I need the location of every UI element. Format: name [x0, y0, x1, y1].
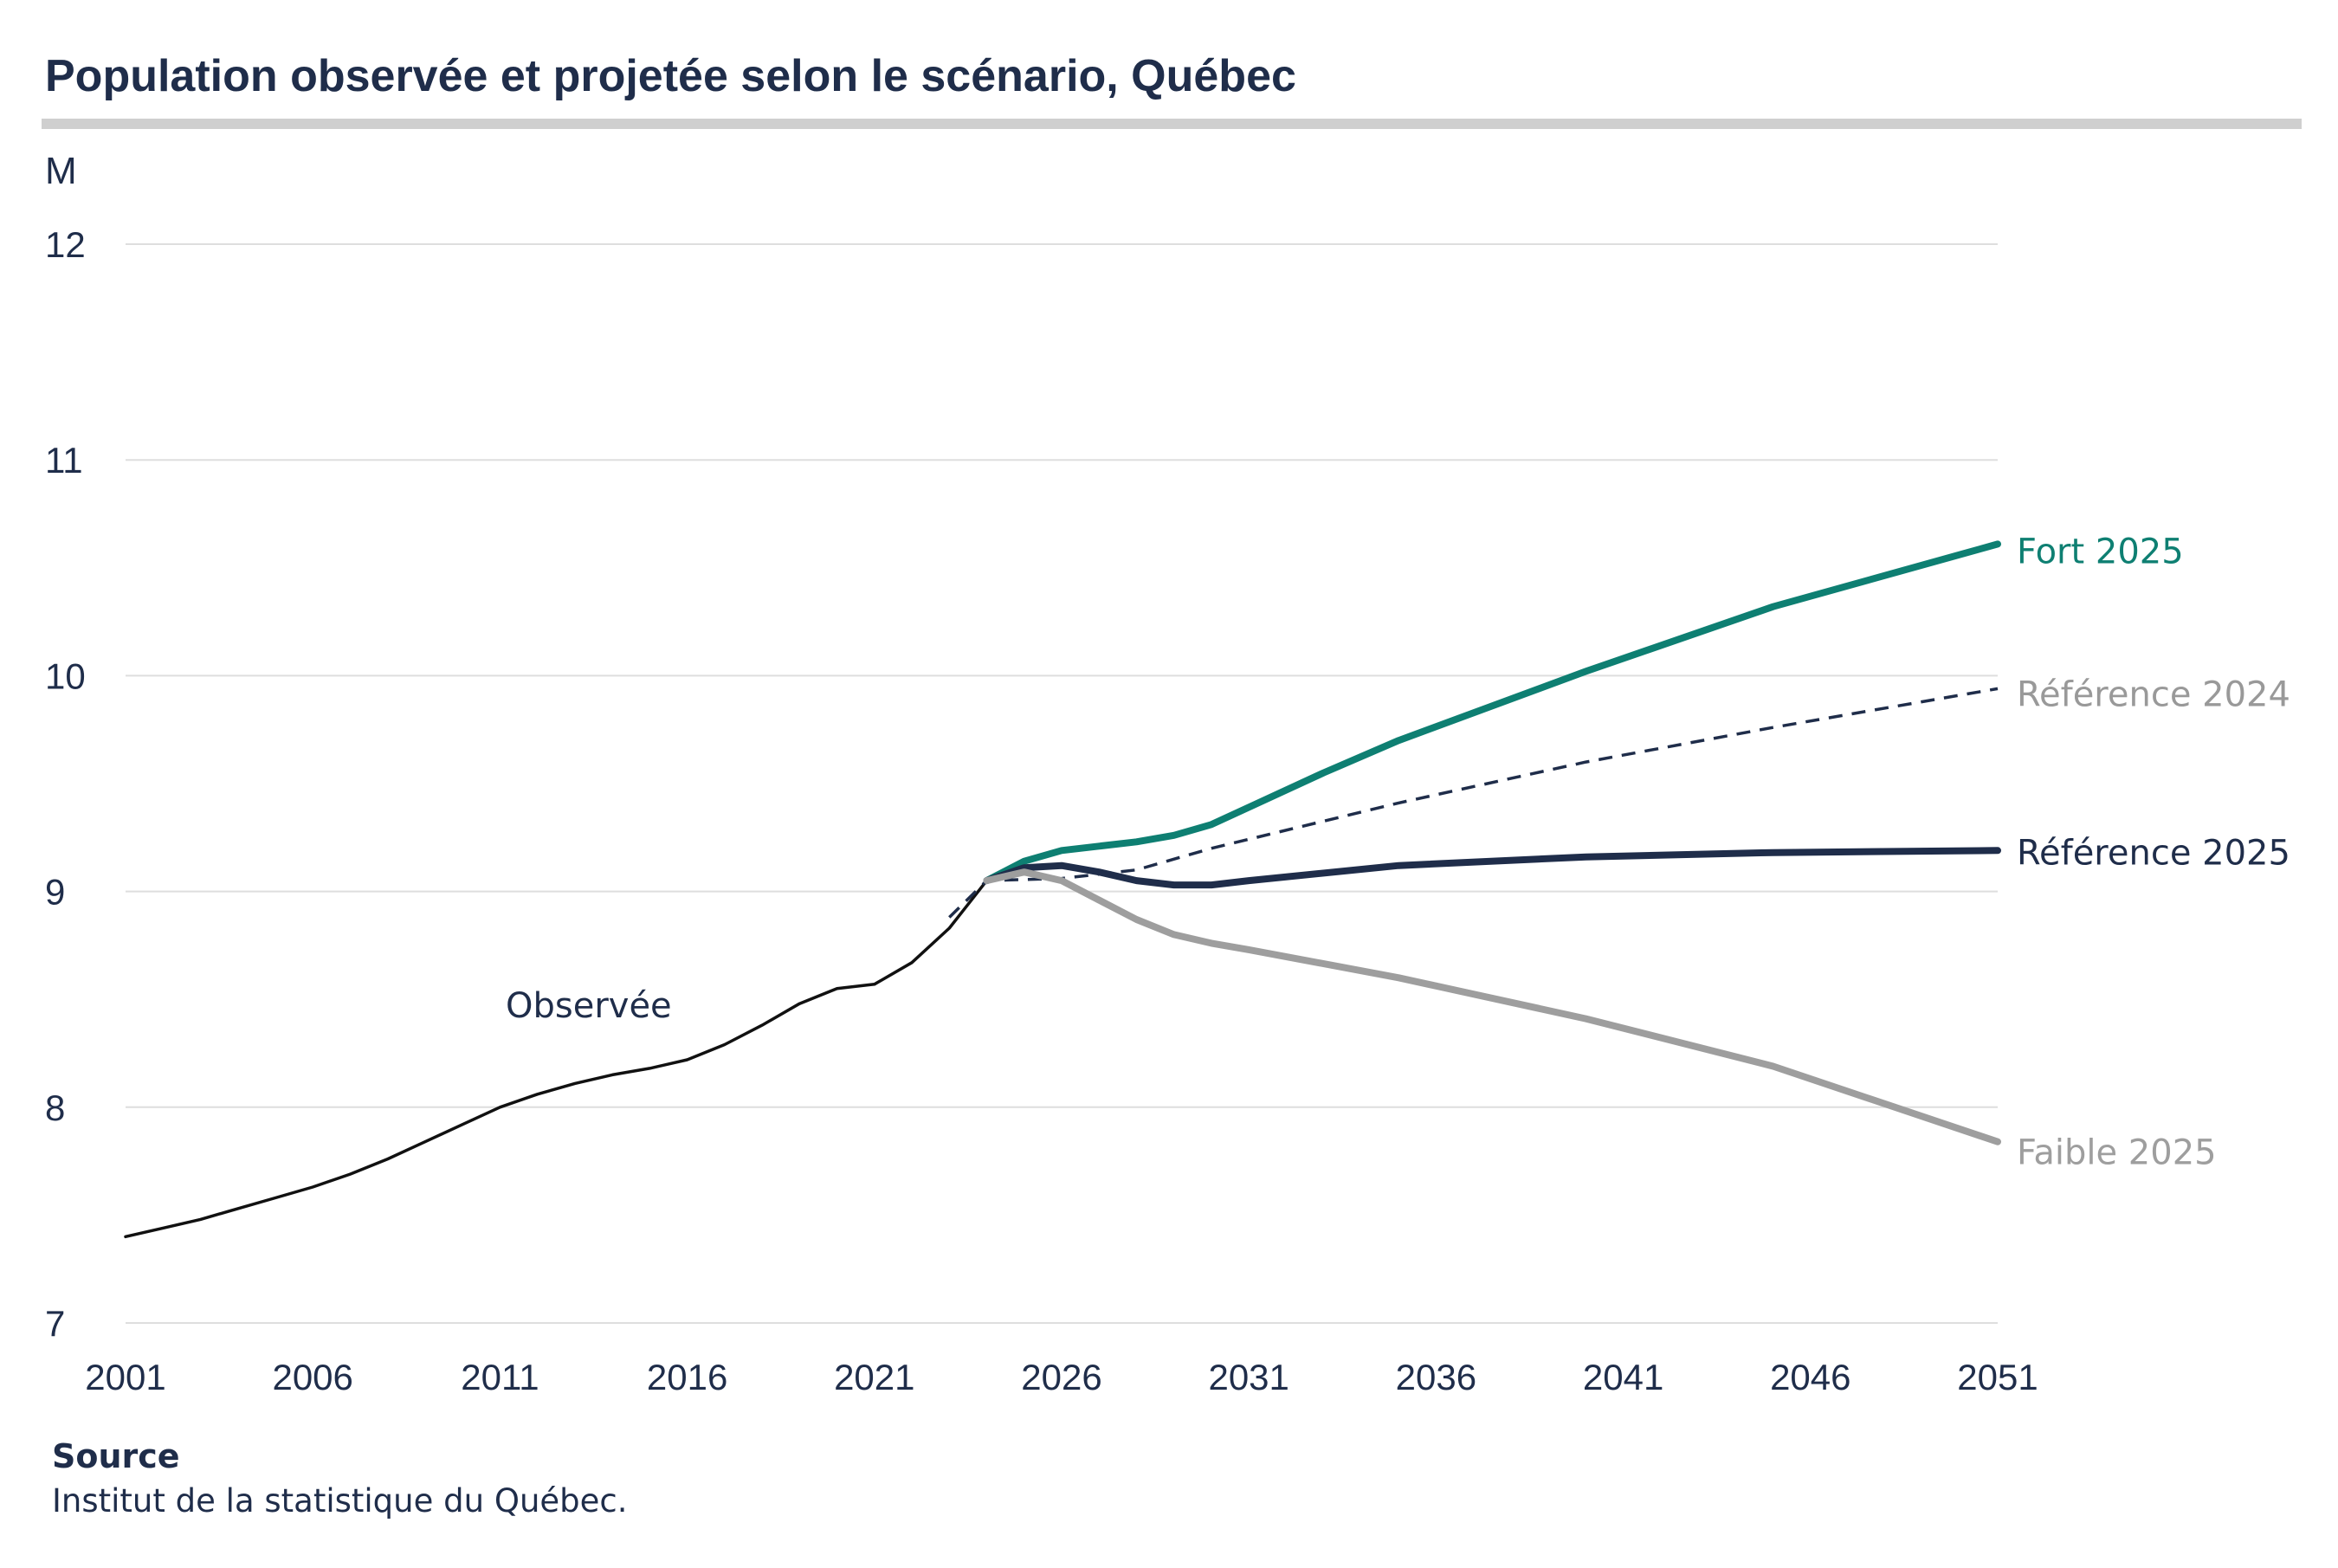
y-tick-label: 12 — [45, 224, 86, 265]
x-tick-label: 2051 — [1957, 1357, 2038, 1397]
series-label-4: Référence 2025 — [2017, 833, 2290, 873]
y-axis-ticks: 7 8 9 10 11 12 — [45, 224, 86, 1344]
y-tick-label: 8 — [45, 1087, 65, 1128]
y-tick-label: 10 — [45, 655, 86, 696]
series-label-1: Observée — [506, 986, 672, 1026]
series-line-1 — [124, 879, 989, 1239]
x-tick-label: 2036 — [1396, 1357, 1476, 1397]
series-line-3 — [983, 540, 2001, 885]
x-tick-label: 2026 — [1021, 1357, 1101, 1397]
source-title: Source — [52, 1437, 180, 1475]
x-tick-label: 2011 — [461, 1357, 539, 1397]
x-tick-label: 2031 — [1208, 1357, 1288, 1397]
source-text: Institut de la statistique du Québec. — [52, 1482, 628, 1520]
y-axis-unit-label: M — [45, 150, 77, 192]
series-label-3: Fort 2025 — [2017, 532, 2184, 571]
series-line-4 — [983, 847, 2001, 889]
gridlines — [126, 243, 1998, 1324]
source-note: Source Institut de la statistique du Qué… — [52, 1437, 628, 1520]
series-label-5: Faible 2025 — [2017, 1133, 2217, 1173]
y-tick-label: 11 — [45, 440, 83, 481]
y-tick-label: 7 — [45, 1303, 65, 1344]
x-axis-ticks: 2001 2006 2011 2016 2021 2026 2031 2036 2041 2046… — [85, 1357, 2038, 1397]
series-lines — [124, 540, 2001, 1239]
x-tick-label: 2006 — [272, 1357, 352, 1397]
x-tick-label: 2016 — [647, 1357, 727, 1397]
series-line-5 — [983, 868, 2001, 1145]
x-tick-label: 2041 — [1583, 1357, 1663, 1397]
series-line-2 — [948, 687, 1999, 919]
x-tick-label: 2001 — [85, 1357, 165, 1397]
chart-title: Population observée et projetée selon le… — [45, 51, 1296, 101]
y-tick-label: 9 — [45, 872, 65, 913]
x-tick-label: 2046 — [1770, 1357, 1850, 1397]
series-label-2: Référence 2024 — [2017, 674, 2290, 714]
series-labels: Observée Référence 2024 Fort 2025 Référence… — [506, 532, 2290, 1172]
title-divider — [42, 119, 2302, 129]
x-tick-label: 2021 — [834, 1357, 914, 1397]
